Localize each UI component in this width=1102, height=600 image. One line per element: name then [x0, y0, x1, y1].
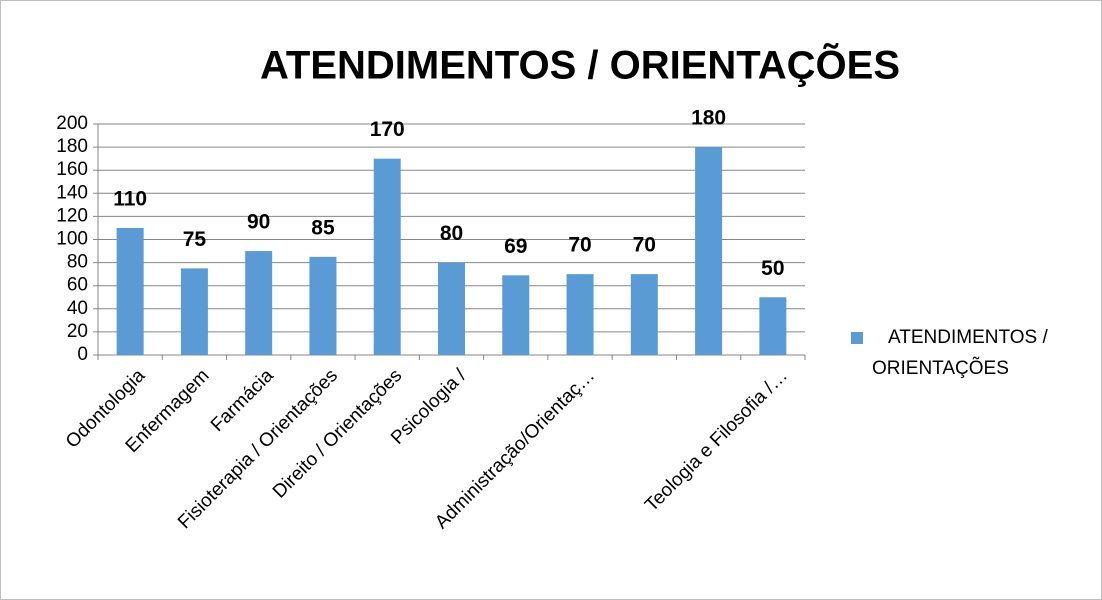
bar	[245, 251, 273, 355]
data-label: 85	[311, 216, 335, 239]
chart-title: ATENDIMENTOS / ORIENTAÇÕES	[260, 42, 900, 88]
data-label: 90	[247, 211, 270, 234]
data-label: 69	[504, 235, 527, 258]
y-tick-label: 180	[56, 136, 88, 157]
data-label: 70	[633, 234, 656, 257]
y-tick-label: 120	[56, 205, 88, 226]
data-label: 70	[568, 234, 591, 257]
bar	[695, 147, 723, 355]
legend-label: ATENDIMENTOS / ORIENTAÇÕES	[872, 327, 1048, 379]
y-tick-label: 200	[56, 113, 88, 134]
y-tick-label: 160	[56, 159, 88, 180]
data-label: 110	[113, 187, 147, 210]
y-tick-label: 100	[56, 229, 88, 250]
y-tick-label: 0	[77, 344, 88, 365]
data-label: 50	[761, 257, 784, 280]
bar	[502, 275, 530, 355]
bar	[630, 274, 658, 355]
bar	[116, 227, 144, 355]
data-label: 170	[370, 118, 405, 141]
bar	[566, 274, 594, 355]
bar	[180, 268, 208, 355]
data-label: 180	[691, 107, 726, 130]
y-tick-label: 80	[67, 252, 88, 273]
bar	[438, 262, 465, 355]
y-tick-label: 20	[67, 321, 88, 342]
legend-swatch	[851, 332, 863, 344]
bar	[373, 158, 401, 355]
bar	[759, 297, 787, 355]
bar	[309, 256, 337, 355]
data-label: 75	[183, 228, 207, 251]
data-label: 80	[440, 222, 463, 245]
y-tick-label: 60	[67, 275, 88, 296]
y-tick-label: 140	[56, 182, 88, 203]
y-tick-label: 40	[67, 298, 88, 319]
